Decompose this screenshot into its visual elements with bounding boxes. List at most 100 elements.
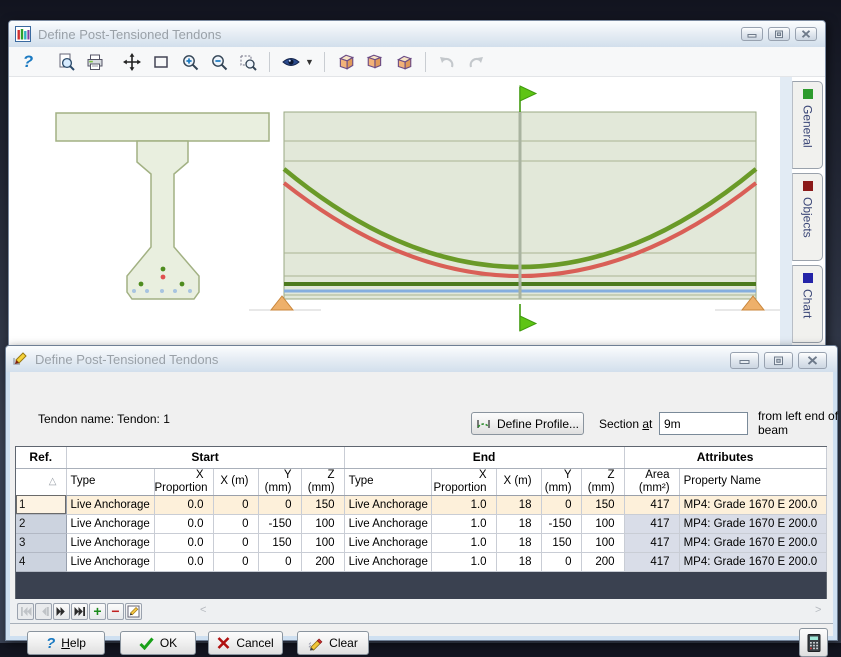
help-button[interactable]: ? Help — [27, 631, 105, 655]
cell[interactable]: 1.0 — [431, 552, 497, 572]
cell[interactable]: 150 — [541, 533, 582, 553]
delete-row-button[interactable]: − — [107, 602, 124, 620]
copy-slice-here-button[interactable] — [364, 51, 386, 73]
ok-button[interactable]: OK — [120, 631, 196, 655]
cell[interactable]: 417 — [623, 495, 680, 515]
cell[interactable]: MP4: Grade 1670 E 200.0 — [679, 514, 827, 534]
end-group-header[interactable]: End — [343, 447, 625, 469]
cell[interactable]: 100 — [581, 533, 625, 553]
ref-group-header[interactable]: Ref. — [16, 447, 67, 469]
dialog-restore-button[interactable] — [764, 352, 793, 369]
help-button[interactable]: ? — [17, 51, 39, 73]
col-end-xprop[interactable]: X Proportion — [431, 468, 497, 496]
row-header[interactable]: 2 — [16, 514, 67, 534]
cell[interactable]: 18 — [496, 514, 542, 534]
row-header[interactable]: 1 — [16, 495, 67, 515]
visibility-dropdown-arrow[interactable]: ▼ — [305, 56, 314, 67]
cell[interactable]: 0 — [258, 495, 302, 515]
add-row-button[interactable]: + — [89, 602, 106, 620]
cell[interactable]: 0.0 — [154, 533, 214, 553]
cell[interactable]: 18 — [496, 495, 542, 515]
next-row-button[interactable] — [53, 602, 70, 620]
print-preview-button[interactable] — [55, 51, 77, 73]
cell[interactable]: Live Anchorage — [65, 552, 155, 572]
col-start-type[interactable]: Type — [65, 468, 155, 496]
cell[interactable]: 150 — [301, 495, 345, 515]
previous-row-button[interactable] — [35, 602, 52, 620]
cell[interactable]: 100 — [581, 514, 625, 534]
cell[interactable]: 1.0 — [431, 495, 497, 515]
col-end-type[interactable]: Type — [343, 468, 432, 496]
col-start-ymm[interactable]: Y (mm) — [258, 468, 302, 496]
zoom-in-button[interactable] — [179, 51, 201, 73]
title-bar[interactable]: Define Post-Tensioned Tendons — [9, 21, 825, 47]
define-profile-button[interactable]: Define Profile... — [471, 412, 584, 435]
cell[interactable]: Live Anchorage — [343, 552, 432, 572]
cell[interactable]: 1.0 — [431, 533, 497, 553]
hscroll-left-arrow[interactable]: < — [200, 604, 207, 616]
minimize-button[interactable] — [741, 27, 763, 41]
cell[interactable]: Live Anchorage — [343, 533, 432, 553]
tab-objects[interactable]: Objects — [792, 173, 823, 261]
col-end-ymm[interactable]: Y (mm) — [541, 468, 582, 496]
cell[interactable]: 0 — [541, 495, 582, 515]
clear-button[interactable]: Clear — [297, 631, 369, 655]
zoom-extents-button[interactable] — [237, 51, 259, 73]
zoom-window-button[interactable] — [150, 51, 172, 73]
close-button[interactable] — [795, 27, 817, 41]
zoom-out-button[interactable] — [208, 51, 230, 73]
cell[interactable]: 417 — [623, 552, 680, 572]
col-property-name[interactable]: Property Name — [679, 468, 827, 496]
row-header[interactable]: 3 — [16, 533, 67, 553]
col-end-xm[interactable]: X (m) — [496, 468, 542, 496]
cell[interactable]: 100 — [301, 533, 345, 553]
dialog-close-button[interactable] — [798, 352, 827, 369]
hscroll-right-arrow[interactable]: > — [815, 604, 822, 616]
edit-row-button[interactable] — [125, 602, 142, 620]
table-empty-area[interactable] — [16, 571, 826, 601]
cell[interactable]: 18 — [496, 533, 542, 553]
col-start-zmm[interactable]: Z (mm) — [301, 468, 345, 496]
cell[interactable]: 0 — [213, 533, 259, 553]
cell[interactable]: 0 — [258, 552, 302, 572]
cell[interactable]: 0 — [213, 495, 259, 515]
cell[interactable]: MP4: Grade 1670 E 200.0 — [679, 533, 827, 553]
cell[interactable]: 0 — [213, 552, 259, 572]
last-row-button[interactable] — [71, 602, 88, 620]
cell[interactable]: -150 — [541, 514, 582, 534]
cell[interactable]: MP4: Grade 1670 E 200.0 — [679, 552, 827, 572]
cell[interactable]: 200 — [301, 552, 345, 572]
start-group-header[interactable]: Start — [65, 447, 345, 469]
visibility-button[interactable] — [280, 51, 302, 73]
cell[interactable]: 200 — [581, 552, 625, 572]
redo-button[interactable] — [465, 51, 487, 73]
first-row-button[interactable] — [17, 602, 34, 620]
cell[interactable]: Live Anchorage — [343, 514, 432, 534]
cell[interactable]: Live Anchorage — [65, 495, 155, 515]
cell[interactable]: Live Anchorage — [65, 514, 155, 534]
cell[interactable]: 0.0 — [154, 495, 214, 515]
tendon-drawing-canvas[interactable] — [9, 77, 780, 346]
cell[interactable]: 417 — [623, 514, 680, 534]
tab-chart[interactable]: Chart — [792, 265, 823, 343]
row-header[interactable]: 4 — [16, 552, 67, 572]
pan-button[interactable] — [121, 51, 143, 73]
copy-slice-back-button[interactable] — [393, 51, 415, 73]
cell[interactable]: Live Anchorage — [343, 495, 432, 515]
tab-general[interactable]: General — [792, 81, 823, 169]
dialog-title-bar[interactable]: Define Post-Tensioned Tendons — [6, 346, 837, 372]
attributes-group-header[interactable]: Attributes — [623, 447, 827, 469]
dialog-minimize-button[interactable] — [730, 352, 759, 369]
cell[interactable]: 150 — [258, 533, 302, 553]
copy-slice-forward-button[interactable] — [335, 51, 357, 73]
cell[interactable]: 100 — [301, 514, 345, 534]
cell[interactable]: MP4: Grade 1670 E 200.0 — [679, 495, 827, 515]
sort-triangle-icon[interactable]: △ — [48, 476, 57, 488]
cell[interactable]: -150 — [258, 514, 302, 534]
col-end-zmm[interactable]: Z (mm) — [581, 468, 625, 496]
cell[interactable]: Live Anchorage — [65, 533, 155, 553]
col-start-xprop[interactable]: X Proportion — [154, 468, 214, 496]
cell[interactable]: 150 — [581, 495, 625, 515]
undo-button[interactable] — [436, 51, 458, 73]
cancel-button[interactable]: Cancel — [208, 631, 283, 655]
